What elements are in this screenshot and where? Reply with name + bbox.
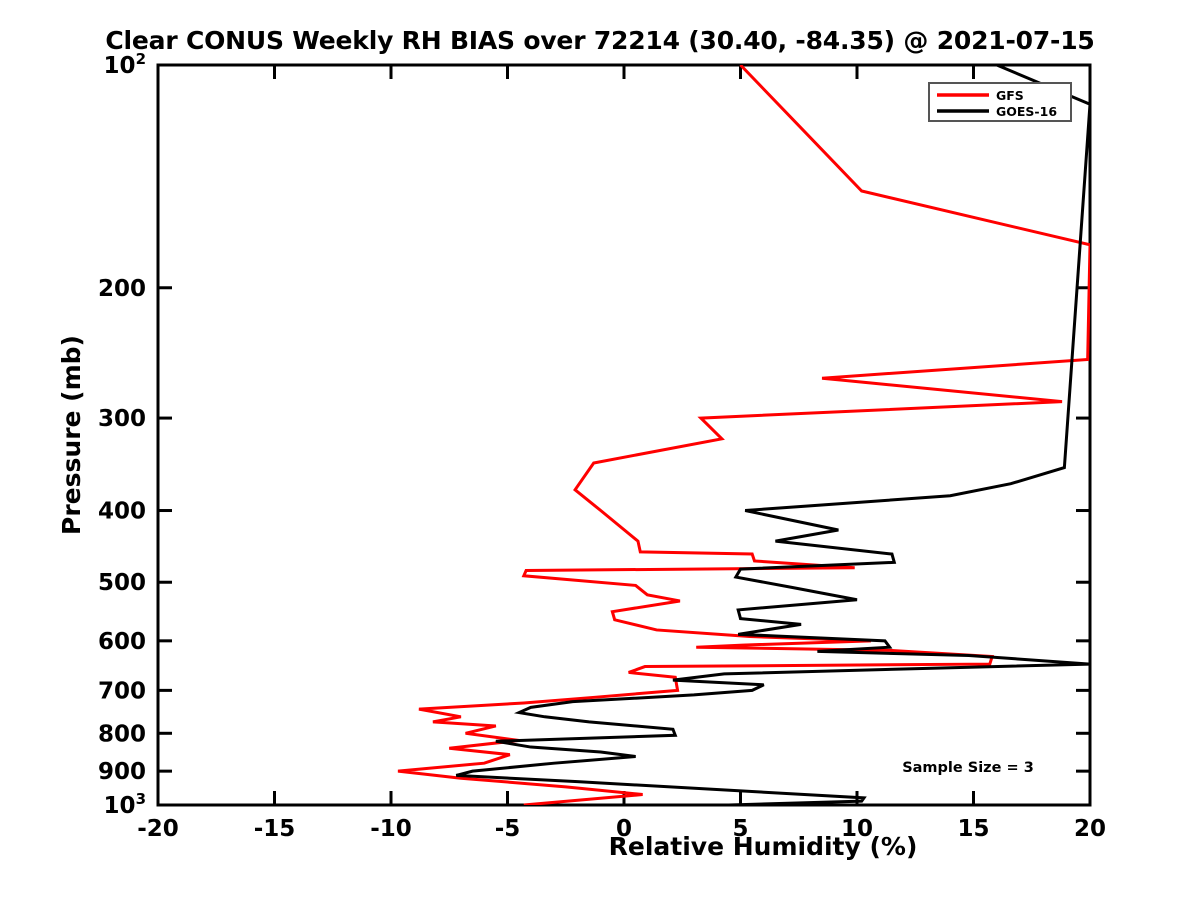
x-tick-label: -20 bbox=[137, 816, 179, 842]
y-tick-label: 600 bbox=[98, 629, 146, 655]
chart-title: Clear CONUS Weekly RH BIAS over 72214 (3… bbox=[105, 26, 1095, 55]
y-tick-label: 800 bbox=[98, 721, 146, 747]
plot-frame bbox=[156, 63, 1092, 807]
data-line-goes-16 bbox=[455, 65, 1090, 805]
x-tick-label: -10 bbox=[370, 816, 412, 842]
data-series-group bbox=[397, 65, 1090, 805]
y-tick-label: 500 bbox=[98, 570, 146, 596]
data-line-gfs bbox=[397, 65, 1090, 805]
legend-label-gfs: GFS bbox=[996, 88, 1024, 103]
chart-legend[interactable]: GFS GOES-16 bbox=[928, 82, 1072, 122]
y-tick-label: 900 bbox=[98, 759, 146, 785]
x-tick-label: 10 bbox=[841, 816, 873, 842]
y-tick-label: 102 bbox=[104, 50, 146, 79]
x-tick-label: 5 bbox=[732, 816, 748, 842]
x-axis-label: Relative Humidity (%) bbox=[609, 832, 918, 861]
y-axis-label: Pressure (mb) bbox=[57, 335, 86, 535]
y-tick-label: 700 bbox=[98, 678, 146, 704]
x-axis-ticks: -20 -15 -10 -5 0 5 10 15 20 bbox=[137, 65, 1106, 842]
sample-size-annotation: Sample Size = 3 bbox=[902, 760, 1034, 776]
x-tick-label: -5 bbox=[495, 816, 521, 842]
x-tick-label: -15 bbox=[254, 816, 296, 842]
x-tick-label: 20 bbox=[1074, 816, 1106, 842]
y-tick-label: 103 bbox=[104, 790, 146, 819]
legend-box bbox=[928, 82, 1072, 122]
y-tick-label: 300 bbox=[98, 406, 146, 432]
legend-label-goes16: GOES-16 bbox=[996, 104, 1057, 119]
y-tick-label: 200 bbox=[98, 276, 146, 302]
y-axis-ticks: 102 200 300 400 500 600 700 800 900 103 bbox=[98, 50, 1090, 819]
y-tick-label: 400 bbox=[98, 499, 146, 525]
x-tick-label: 0 bbox=[616, 816, 632, 842]
x-tick-label: 15 bbox=[957, 816, 989, 842]
